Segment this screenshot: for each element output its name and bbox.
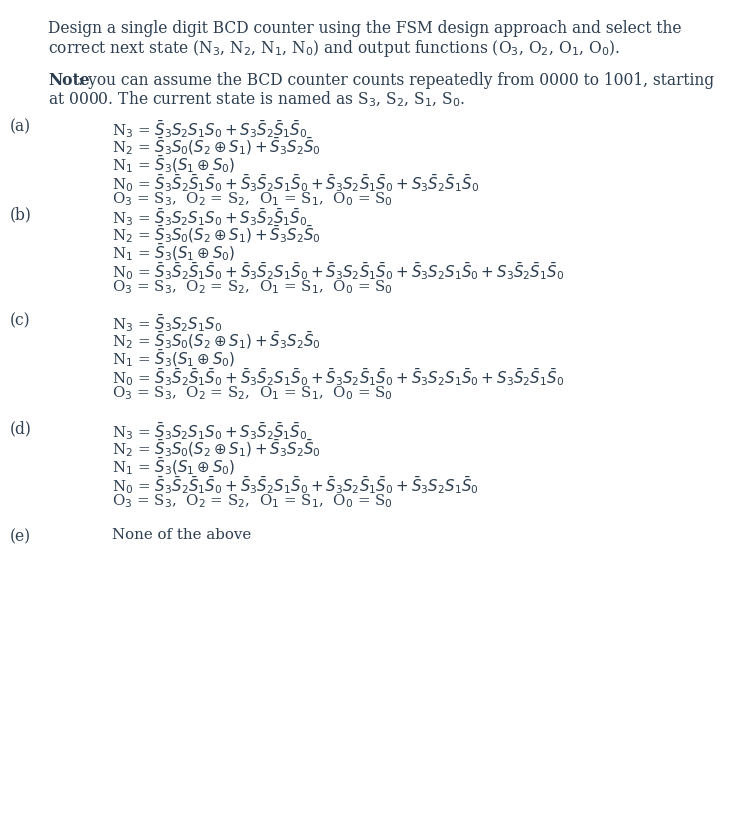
Text: correct next state (N$_3$, N$_2$, N$_1$, N$_0$) and output functions (O$_3$, O$_: correct next state (N$_3$, N$_2$, N$_1$,… bbox=[48, 38, 620, 59]
Text: N$_2$ = $\bar{S}_3 S_0(S_2 \oplus S_1) + \bar{S}_3 S_2 \bar{S}_0$: N$_2$ = $\bar{S}_3 S_0(S_2 \oplus S_1) +… bbox=[112, 224, 321, 245]
Text: N$_2$ = $\bar{S}_3 S_0(S_2 \oplus S_1) + \bar{S}_3 S_2 \bar{S}_0$: N$_2$ = $\bar{S}_3 S_0(S_2 \oplus S_1) +… bbox=[112, 136, 321, 157]
Text: : you can assume the BCD counter counts repeatedly from 0000 to 1001, starting: : you can assume the BCD counter counts … bbox=[78, 72, 714, 89]
Text: (b): (b) bbox=[10, 205, 32, 223]
Text: N$_0$ = $\bar{S}_3 \bar{S}_2 \bar{S}_1 \bar{S}_0 + \bar{S}_3 \bar{S}_2 S_1 \bar{: N$_0$ = $\bar{S}_3 \bar{S}_2 \bar{S}_1 \… bbox=[112, 365, 564, 388]
Text: at 0000. The current state is named as S$_3$, S$_2$, S$_1$, S$_0$.: at 0000. The current state is named as S… bbox=[48, 90, 465, 109]
Text: O$_3$ = S$_3$,  O$_2$ = S$_2$,  O$_1$ = S$_1$,  O$_0$ = S$_0$: O$_3$ = S$_3$, O$_2$ = S$_2$, O$_1$ = S$… bbox=[112, 277, 393, 296]
Text: (a): (a) bbox=[10, 118, 31, 135]
Text: N$_0$ = $\bar{S}_3 \bar{S}_2 \bar{S}_1 \bar{S}_0 + \bar{S}_3 \bar{S}_2 S_1 \bar{: N$_0$ = $\bar{S}_3 \bar{S}_2 \bar{S}_1 \… bbox=[112, 171, 479, 194]
Text: O$_3$ = S$_3$,  O$_2$ = S$_2$,  O$_1$ = S$_1$,  O$_0$ = S$_0$: O$_3$ = S$_3$, O$_2$ = S$_2$, O$_1$ = S$… bbox=[112, 383, 393, 402]
Text: (d): (d) bbox=[10, 420, 32, 436]
Text: N$_3$ = $\bar{S}_3 S_2 S_1 S_0 + S_3 \bar{S}_2 \bar{S}_1 \bar{S}_0$: N$_3$ = $\bar{S}_3 S_2 S_1 S_0 + S_3 \ba… bbox=[112, 205, 308, 228]
Text: (c): (c) bbox=[10, 311, 31, 329]
Text: N$_3$ = $\bar{S}_3 S_2 S_1 S_0 + S_3 \bar{S}_2 \bar{S}_1 \bar{S}_0$: N$_3$ = $\bar{S}_3 S_2 S_1 S_0 + S_3 \ba… bbox=[112, 420, 308, 441]
Text: N$_1$ = $\bar{S}_3(S_1 \oplus S_0)$: N$_1$ = $\bar{S}_3(S_1 \oplus S_0)$ bbox=[112, 154, 236, 176]
Text: O$_3$ = S$_3$,  O$_2$ = S$_2$,  O$_1$ = S$_1$,  O$_0$ = S$_0$: O$_3$ = S$_3$, O$_2$ = S$_2$, O$_1$ = S$… bbox=[112, 190, 393, 208]
Text: N$_2$ = $\bar{S}_3 S_0(S_2 \oplus S_1) + \bar{S}_3 S_2 \bar{S}_0$: N$_2$ = $\bar{S}_3 S_0(S_2 \oplus S_1) +… bbox=[112, 437, 321, 459]
Text: (e): (e) bbox=[10, 527, 31, 544]
Text: N$_1$ = $\bar{S}_3(S_1 \oplus S_0)$: N$_1$ = $\bar{S}_3(S_1 \oplus S_0)$ bbox=[112, 242, 236, 263]
Text: N$_1$ = $\bar{S}_3(S_1 \oplus S_0)$: N$_1$ = $\bar{S}_3(S_1 \oplus S_0)$ bbox=[112, 455, 236, 477]
Text: None of the above: None of the above bbox=[112, 527, 251, 542]
Text: Design a single digit BCD counter using the FSM design approach and select the: Design a single digit BCD counter using … bbox=[48, 20, 681, 37]
Text: N$_1$ = $\bar{S}_3(S_1 \oplus S_0)$: N$_1$ = $\bar{S}_3(S_1 \oplus S_0)$ bbox=[112, 348, 236, 369]
Text: N$_0$ = $\bar{S}_3 \bar{S}_2 \bar{S}_1 \bar{S}_0 + \bar{S}_3 \bar{S}_2 S_1 \bar{: N$_0$ = $\bar{S}_3 \bar{S}_2 \bar{S}_1 \… bbox=[112, 474, 479, 495]
Text: N$_0$ = $\bar{S}_3 \bar{S}_2 \bar{S}_1 \bar{S}_0 + \bar{S}_3 \bar{S}_2 S_1 \bar{: N$_0$ = $\bar{S}_3 \bar{S}_2 \bar{S}_1 \… bbox=[112, 260, 564, 282]
Text: N$_3$ = $\bar{S}_3 S_2 S_1 S_0 + S_3 \bar{S}_2 \bar{S}_1 \bar{S}_0$: N$_3$ = $\bar{S}_3 S_2 S_1 S_0 + S_3 \ba… bbox=[112, 118, 308, 140]
Text: N$_2$ = $\bar{S}_3 S_0(S_2 \oplus S_1) + \bar{S}_3 S_2 \bar{S}_0$: N$_2$ = $\bar{S}_3 S_0(S_2 \oplus S_1) +… bbox=[112, 330, 321, 351]
Text: O$_3$ = S$_3$,  O$_2$ = S$_2$,  O$_1$ = S$_1$,  O$_0$ = S$_0$: O$_3$ = S$_3$, O$_2$ = S$_2$, O$_1$ = S$… bbox=[112, 491, 393, 509]
Text: Note: Note bbox=[48, 72, 90, 89]
Text: N$_3$ = $\bar{S}_3 S_2 S_1 S_0$: N$_3$ = $\bar{S}_3 S_2 S_1 S_0$ bbox=[112, 311, 222, 334]
